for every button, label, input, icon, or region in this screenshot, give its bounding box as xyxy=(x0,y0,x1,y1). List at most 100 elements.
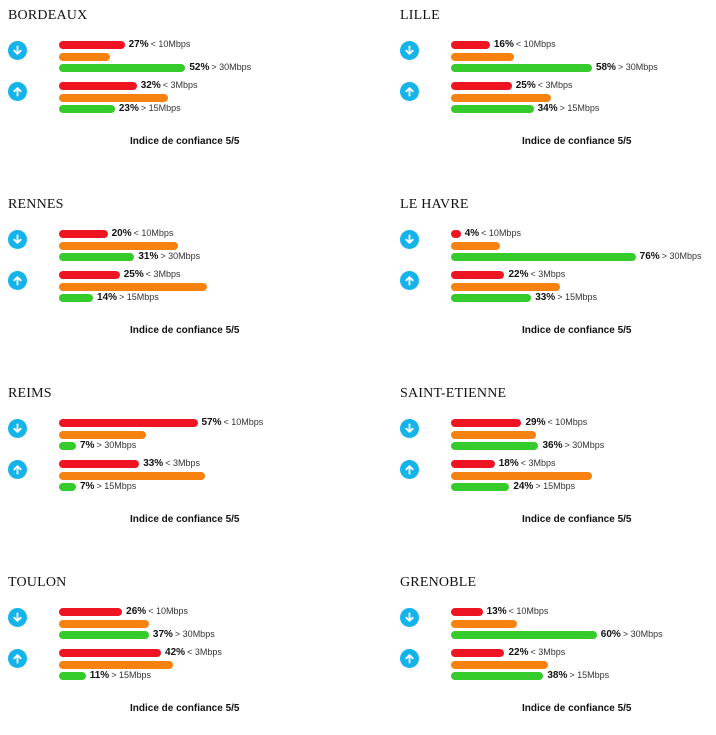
upload-mid-bar xyxy=(59,282,208,291)
arrow-up-icon xyxy=(8,649,27,668)
threshold-label: < 3Mbps xyxy=(530,269,566,279)
arrow-down-icon xyxy=(8,230,27,249)
percent-value: 37% xyxy=(152,629,173,640)
threshold-label: > 30Mbps xyxy=(661,251,702,261)
percent-value: 76% xyxy=(639,251,660,262)
confidence-index: Indice de confiance 5/5 xyxy=(522,514,632,525)
city-card: GRENOBLE 13% < 10Mbps 60% > 30Mbps 22% < 3Mbps… xyxy=(400,575,716,735)
upload-low-label: 32% < 3Mbps xyxy=(141,80,198,91)
download-high-bar xyxy=(451,64,592,72)
upload-low-label: 42% < 3Mbps xyxy=(165,647,222,658)
upload-high-label: 7% > 15Mbps xyxy=(80,481,136,492)
download-low-bar xyxy=(59,419,198,427)
percent-value: 27% xyxy=(128,39,149,50)
download-high-label: 76% > 30Mbps xyxy=(640,251,702,262)
percent-value: 31% xyxy=(138,251,159,262)
download-mid-bar xyxy=(451,52,515,61)
download-low-label: 29% < 10Mbps xyxy=(525,417,587,428)
percent-value: 4% xyxy=(464,228,480,239)
upload-mid-bar xyxy=(451,471,592,480)
download-low-label: 57% < 10Mbps xyxy=(202,417,264,428)
download-low-bar xyxy=(59,608,123,616)
download-mid-bar xyxy=(451,619,517,628)
percent-value: 33% xyxy=(535,292,556,303)
upload-low-label: 22% < 3Mbps xyxy=(508,647,565,658)
threshold-label: > 30Mbps xyxy=(617,62,658,72)
confidence-index: Indice de confiance 5/5 xyxy=(522,325,632,336)
percent-value: 38% xyxy=(547,670,568,681)
city-name: GRENOBLE xyxy=(400,575,477,590)
upload-high-bar xyxy=(451,105,534,113)
download-high-bar xyxy=(59,64,186,72)
download-low-bar xyxy=(59,41,125,49)
download-high-bar xyxy=(59,253,135,261)
upload-low-bar xyxy=(59,649,162,657)
percent-value: 36% xyxy=(542,440,563,451)
upload-low-label: 25% < 3Mbps xyxy=(516,80,573,91)
threshold-label: > 30Mbps xyxy=(174,629,215,639)
percent-value: 22% xyxy=(508,647,529,658)
upload-low-bar xyxy=(451,271,505,279)
confidence-index: Indice de confiance 5/5 xyxy=(522,136,632,147)
percent-value: 24% xyxy=(513,481,534,492)
upload-high-bar xyxy=(59,672,86,680)
threshold-label: > 15Mbps xyxy=(557,292,597,302)
upload-low-label: 33% < 3Mbps xyxy=(143,458,200,469)
arrow-down-icon xyxy=(400,608,419,627)
download-high-label: 58% > 30Mbps xyxy=(596,62,658,73)
arrow-up-icon xyxy=(400,460,419,479)
percent-value: 22% xyxy=(508,269,529,280)
percent-value: 16% xyxy=(493,39,514,50)
percent-value: 11% xyxy=(89,670,110,681)
threshold-label: > 15Mbps xyxy=(96,481,137,491)
threshold-label: > 15Mbps xyxy=(569,670,610,680)
arrow-up-icon xyxy=(400,82,419,101)
confidence-index: Indice de confiance 5/5 xyxy=(130,136,240,147)
threshold-label: < 10Mbps xyxy=(133,228,174,238)
download-mid-bar xyxy=(451,241,500,250)
arrow-down-icon xyxy=(8,41,27,60)
upload-high-label: 38% > 15Mbps xyxy=(547,670,609,681)
upload-high-label: 14% > 15Mbps xyxy=(97,292,159,303)
upload-mid-bar xyxy=(451,660,549,669)
threshold-label: < 3Mbps xyxy=(145,269,181,279)
upload-low-label: 22% < 3Mbps xyxy=(508,269,565,280)
upload-high-bar xyxy=(59,294,94,302)
arrow-up-icon xyxy=(8,460,27,479)
download-low-bar xyxy=(451,41,490,49)
download-mid-bar xyxy=(59,241,179,250)
city-name: TOULON xyxy=(8,575,67,590)
upload-high-label: 24% > 15Mbps xyxy=(513,481,575,492)
confidence-index: Indice de confiance 5/5 xyxy=(130,325,240,336)
upload-high-bar xyxy=(59,483,76,491)
upload-low-bar xyxy=(59,460,140,468)
threshold-label: < 10Mbps xyxy=(515,39,556,49)
percent-value: 34% xyxy=(537,103,558,114)
download-mid-bar xyxy=(451,430,537,439)
percent-value: 25% xyxy=(123,269,144,280)
city-card: LE HAVRE 4% < 10Mbps 76% > 30Mbps 22% < 3Mbps 3… xyxy=(400,197,716,357)
upload-high-bar xyxy=(451,294,532,302)
confidence-index: Indice de confiance 5/5 xyxy=(130,514,240,525)
percent-value: 33% xyxy=(143,458,164,469)
threshold-label: < 10Mbps xyxy=(547,417,588,427)
threshold-label: < 10Mbps xyxy=(508,606,549,616)
upload-high-label: 23% > 15Mbps xyxy=(119,103,181,114)
threshold-label: > 30Mbps xyxy=(160,251,201,261)
percent-value: 18% xyxy=(498,458,519,469)
city-name: LE HAVRE xyxy=(400,197,469,212)
percent-value: 14% xyxy=(97,292,118,303)
threshold-label: < 10Mbps xyxy=(150,39,191,49)
download-mid-bar xyxy=(59,52,111,61)
percent-value: 7% xyxy=(80,481,95,492)
city-name: LILLE xyxy=(400,8,440,23)
download-low-label: 13% < 10Mbps xyxy=(487,606,549,617)
download-low-bar xyxy=(451,608,483,616)
upload-low-bar xyxy=(451,82,512,90)
arrow-up-icon xyxy=(400,649,419,668)
download-high-label: 31% > 30Mbps xyxy=(138,251,200,262)
city-card: REIMS 57% < 10Mbps 7% > 30Mbps 33% < 3Mbps 7% > … xyxy=(8,386,348,546)
threshold-label: > 30Mbps xyxy=(96,440,137,450)
threshold-label: < 10Mbps xyxy=(481,228,521,238)
threshold-label: < 3Mbps xyxy=(162,80,198,90)
